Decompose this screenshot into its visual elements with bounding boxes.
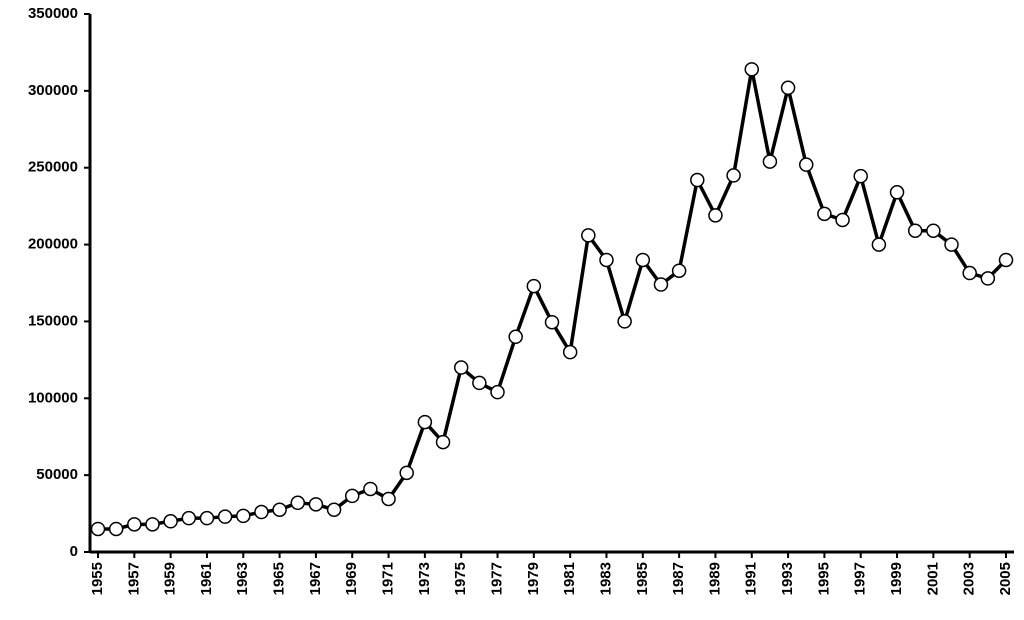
point bbox=[381, 491, 396, 507]
point bbox=[562, 344, 578, 360]
x-tick-label: 1983 bbox=[597, 562, 614, 595]
point bbox=[926, 223, 941, 238]
point bbox=[708, 208, 723, 223]
point bbox=[145, 517, 160, 532]
point bbox=[998, 252, 1014, 268]
x-tick-label: 1967 bbox=[307, 562, 324, 595]
point bbox=[599, 252, 614, 268]
x-tick-label: 1991 bbox=[743, 562, 760, 595]
x-tick-label: 1995 bbox=[815, 562, 832, 595]
point bbox=[290, 495, 306, 511]
point bbox=[90, 521, 106, 537]
point bbox=[308, 497, 324, 512]
x-tick-label: 1969 bbox=[343, 562, 360, 595]
point bbox=[181, 510, 197, 526]
point bbox=[217, 509, 233, 524]
x-tick-label: 1973 bbox=[416, 562, 433, 595]
point bbox=[472, 375, 487, 391]
point bbox=[254, 504, 269, 520]
y-tick-label: 100000 bbox=[28, 389, 78, 406]
y-tick-label: 350000 bbox=[28, 5, 78, 22]
point bbox=[980, 271, 996, 286]
point bbox=[671, 263, 687, 278]
point bbox=[490, 384, 505, 400]
point bbox=[236, 508, 251, 524]
point bbox=[762, 154, 778, 169]
point bbox=[889, 185, 905, 200]
point bbox=[835, 212, 850, 228]
point bbox=[944, 237, 959, 252]
x-tick-label: 1985 bbox=[634, 562, 651, 595]
point bbox=[617, 314, 632, 329]
x-tick-label: 1979 bbox=[525, 562, 542, 595]
point bbox=[127, 517, 142, 532]
point bbox=[962, 265, 977, 281]
line bbox=[98, 67, 1008, 531]
point bbox=[526, 278, 542, 294]
x-tick-label: 2005 bbox=[997, 562, 1014, 595]
point bbox=[726, 168, 741, 183]
x-tick-label: 1957 bbox=[125, 562, 142, 595]
point bbox=[435, 434, 451, 450]
y-tick-label: 200000 bbox=[28, 236, 78, 253]
y-tick-label: 250000 bbox=[28, 159, 78, 176]
point bbox=[690, 172, 705, 188]
point bbox=[399, 465, 414, 481]
x-tick-label: 2001 bbox=[924, 562, 941, 595]
x-tick-label: 1965 bbox=[271, 562, 288, 595]
point bbox=[635, 252, 651, 268]
point bbox=[344, 488, 360, 504]
point bbox=[272, 502, 287, 517]
point bbox=[508, 329, 523, 345]
point bbox=[108, 521, 124, 537]
x-tick-label: 1989 bbox=[706, 562, 723, 595]
point bbox=[581, 228, 596, 243]
point bbox=[744, 62, 760, 77]
y-tick-label: 0 bbox=[70, 543, 78, 560]
point bbox=[907, 223, 923, 238]
x-tick-label: 1981 bbox=[561, 562, 578, 595]
point bbox=[163, 514, 178, 529]
point bbox=[798, 157, 814, 172]
point bbox=[871, 237, 887, 252]
y-tick-label: 150000 bbox=[28, 312, 78, 329]
point bbox=[817, 206, 832, 222]
x-tick-label: 1971 bbox=[380, 562, 397, 595]
point bbox=[417, 414, 433, 430]
x-tick-label: 1961 bbox=[198, 562, 215, 595]
x-tick-label: 2003 bbox=[961, 562, 978, 595]
point bbox=[544, 314, 560, 330]
x-tick-label: 1975 bbox=[452, 562, 469, 595]
x-tick-label: 1987 bbox=[670, 562, 687, 595]
point bbox=[326, 502, 342, 517]
point bbox=[653, 277, 669, 292]
x-tick-label: 1955 bbox=[89, 562, 106, 595]
point bbox=[453, 360, 469, 375]
point bbox=[853, 168, 868, 184]
x-tick-label: 1977 bbox=[488, 562, 505, 595]
point bbox=[363, 481, 378, 497]
x-tick-label: 1999 bbox=[888, 562, 905, 595]
x-tick-label: 1993 bbox=[779, 562, 796, 595]
x-tick-label: 1997 bbox=[852, 562, 869, 595]
point bbox=[199, 510, 215, 526]
y-tick-label: 50000 bbox=[36, 466, 78, 483]
x-tick-label: 1963 bbox=[234, 562, 251, 595]
point bbox=[780, 80, 796, 96]
y-tick-label: 300000 bbox=[28, 82, 78, 99]
x-tick-label: 1959 bbox=[162, 562, 179, 595]
